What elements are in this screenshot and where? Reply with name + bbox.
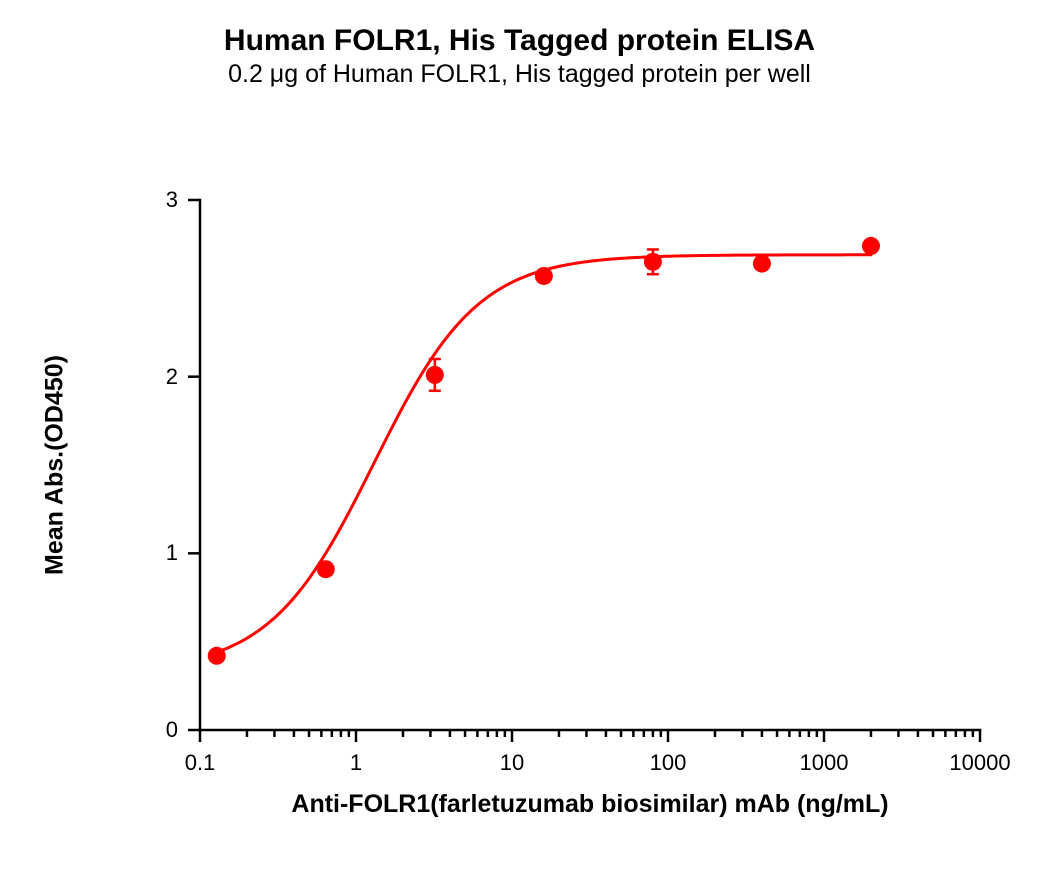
x-tick-label: 1000 — [800, 750, 849, 776]
y-tick-label: 1 — [118, 540, 178, 566]
data-point — [208, 647, 226, 665]
chart-title: Human FOLR1, His Tagged protein ELISA — [0, 24, 1039, 58]
plot-area — [200, 200, 980, 730]
title-block: Human FOLR1, His Tagged protein ELISA 0.… — [0, 24, 1039, 89]
data-point — [753, 255, 771, 273]
data-point — [426, 366, 444, 384]
axes — [188, 200, 980, 742]
data-point — [862, 237, 880, 255]
x-tick-label: 10 — [500, 750, 524, 776]
y-tick-label: 0 — [118, 717, 178, 743]
plot-svg — [200, 200, 980, 730]
fit-curve — [217, 255, 871, 652]
data-point — [317, 560, 335, 578]
y-axis-label: Mean Abs.(OD450) — [41, 355, 70, 575]
x-tick-label: 100 — [650, 750, 687, 776]
page: Human FOLR1, His Tagged protein ELISA 0.… — [0, 0, 1039, 886]
data-point — [644, 253, 662, 271]
x-tick-label: 1 — [350, 750, 362, 776]
chart-subtitle: 0.2 μg of Human FOLR1, His tagged protei… — [0, 60, 1039, 89]
x-axis-label: Anti-FOLR1(farletuzumab biosimilar) mAb … — [291, 790, 888, 819]
y-tick-label: 3 — [118, 187, 178, 213]
x-tick-label: 0.1 — [185, 750, 216, 776]
y-tick-label: 2 — [118, 364, 178, 390]
data-point — [535, 267, 553, 285]
data-series — [208, 237, 880, 665]
x-tick-label: 10000 — [949, 750, 1010, 776]
